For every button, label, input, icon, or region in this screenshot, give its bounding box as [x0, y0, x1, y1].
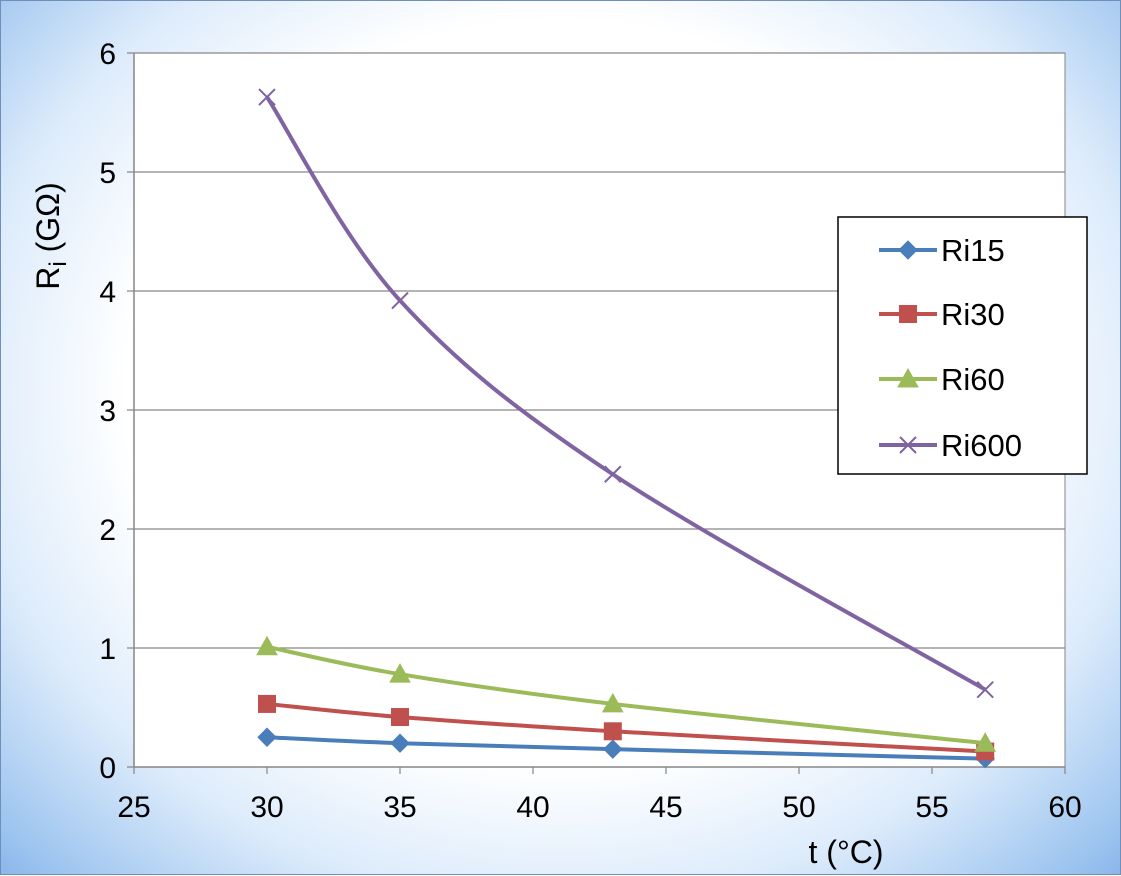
- legend: Ri15 Ri30 Ri60 Ri600: [837, 216, 1088, 475]
- series-line: [265, 95, 987, 692]
- y-tick-label: 2: [99, 514, 116, 547]
- axes: [127, 52, 1066, 774]
- data-point: [389, 663, 411, 683]
- series-line: [266, 701, 986, 754]
- data-point: [974, 732, 997, 752]
- y-axis-title-main: R: [30, 267, 66, 290]
- legend-item-ri15: Ri15: [879, 233, 1005, 268]
- x-tick-label: 40: [516, 791, 549, 824]
- series-line: [266, 735, 986, 761]
- legend-label: Ri600: [941, 428, 1022, 463]
- y-tick-label: 1: [99, 633, 116, 666]
- legend-label: Ri15: [941, 233, 1005, 268]
- x-tick-label: 55: [915, 791, 948, 824]
- y-tick-label: 4: [99, 276, 116, 309]
- data-point: [258, 694, 276, 713]
- x-tick-label: 50: [782, 791, 815, 824]
- data-point: [391, 291, 409, 310]
- legend-marker: [899, 436, 917, 454]
- legend-label: Ri60: [941, 362, 1005, 397]
- y-tick-label: 0: [99, 752, 116, 785]
- legend-marker: [899, 305, 917, 323]
- data-point: [604, 465, 622, 483]
- series-line: [266, 644, 986, 746]
- legend-box: [837, 216, 1088, 475]
- data-point: [601, 692, 624, 713]
- y-axis-title-sub: i: [45, 261, 72, 266]
- y-axis-title: Ri (GΩ): [30, 182, 72, 289]
- x-axis-title: t (°C): [809, 834, 884, 870]
- y-tick-label: 3: [99, 395, 116, 428]
- legend-label: Ri30: [941, 297, 1005, 332]
- data-point: [390, 733, 410, 753]
- data-point: [258, 88, 276, 106]
- x-tick-label: 60: [1048, 791, 1081, 824]
- series-layer: [256, 88, 997, 769]
- data-point: [976, 680, 994, 699]
- legend-marker: [898, 240, 918, 260]
- y-tick-label: 6: [99, 38, 116, 71]
- x-tick-label: 35: [383, 791, 416, 824]
- data-point: [391, 708, 409, 727]
- x-tick-label: 25: [117, 791, 150, 824]
- series-ri600: [258, 88, 994, 699]
- data-point: [257, 727, 277, 747]
- series-ri30: [258, 694, 995, 761]
- legend-item-ri60: Ri60: [879, 362, 1005, 397]
- data-point: [603, 722, 622, 741]
- legend-item-ri600: Ri600: [879, 428, 1022, 463]
- data-point: [603, 739, 623, 759]
- y-tick-label: 5: [99, 157, 116, 190]
- legend-item-ri30: Ri30: [879, 297, 1005, 332]
- series-ri60: [256, 635, 997, 752]
- legend-marker: [897, 367, 919, 388]
- x-tick-label: 30: [250, 791, 283, 824]
- y-axis-title-unit: (GΩ): [30, 182, 66, 261]
- data-point: [256, 635, 278, 656]
- x-tick-label: 45: [649, 791, 682, 824]
